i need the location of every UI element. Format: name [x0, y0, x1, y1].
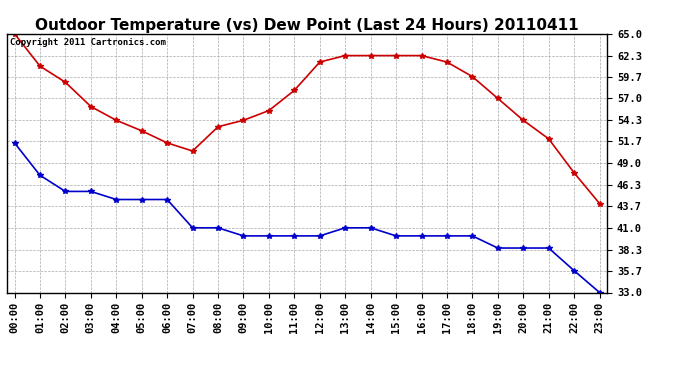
Title: Outdoor Temperature (vs) Dew Point (Last 24 Hours) 20110411: Outdoor Temperature (vs) Dew Point (Last… [35, 18, 579, 33]
Text: Copyright 2011 Cartronics.com: Copyright 2011 Cartronics.com [10, 38, 166, 46]
